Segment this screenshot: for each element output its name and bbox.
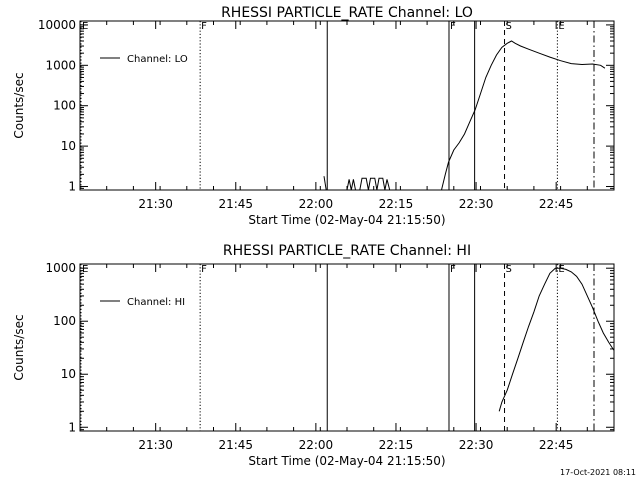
y-tick-label: 1 [68,180,76,194]
event-marker-label: E [558,264,564,275]
x-tick-label: 22:45 [539,438,574,452]
x-axis-label: Start Time (02-May-04 21:15:50) [248,213,445,227]
legend-label: Channel: LO [127,54,188,65]
x-tick-label: 22:45 [539,197,574,211]
chart-title: RHESSI PARTICLE_RATE Channel: LO [221,5,473,21]
x-tick-label: 22:15 [379,438,414,452]
chart-title: RHESSI PARTICLE_RATE Channel: HI [223,243,471,259]
series-line [346,179,356,190]
y-tick-label: 100 [53,314,76,328]
legend-label: Channel: HI [127,297,185,308]
event-marker-label: E [558,21,564,32]
x-tick-label: 22:00 [299,438,334,452]
lo-channel-panel: RHESSI PARTICLE_RATE Channel: LO 21:30 21:… [12,5,615,227]
event-marker-label: S [506,21,512,32]
y-tick-label: 1000 [45,58,76,72]
y-tick-label: 10000 [38,18,76,32]
y-axis-label: Counts/sec [12,314,26,380]
event-marker-label: F [201,264,207,275]
event-marker-label: F [450,264,456,275]
x-tick-label: 22:00 [299,197,334,211]
x-tick-label: 21:30 [138,438,173,452]
series-line [323,176,327,190]
event-marker-label: E [82,21,88,32]
x-tick-label: 21:30 [138,197,173,211]
hi-channel-panel: RHESSI PARTICLE_RATE Channel: HI 21:30 21:… [12,243,615,468]
y-axis-label: Counts/sec [12,72,26,138]
footer-date: 17-Oct-2021 08:11 [560,468,636,477]
x-tick-label: 22:30 [459,197,494,211]
y-tick-label: 10 [61,139,76,153]
event-marker-label: E [82,264,88,275]
series-line [359,177,391,190]
event-marker-label: S [506,264,512,275]
event-marker-label: F [201,21,207,32]
series-line [441,40,606,190]
y-tick-label: 100 [53,99,76,113]
x-tick-label: 22:15 [379,197,414,211]
x-tick-label: 21:45 [218,197,253,211]
y-tick-label: 1000 [45,261,76,275]
x-tick-label: 21:45 [218,438,253,452]
y-tick-label: 10 [61,367,76,381]
y-tick-label: 1 [68,420,76,434]
series-line [498,267,614,412]
x-tick-label: 22:30 [459,438,494,452]
x-axis-label: Start Time (02-May-04 21:15:50) [248,454,445,468]
event-marker-label: F [450,21,456,32]
